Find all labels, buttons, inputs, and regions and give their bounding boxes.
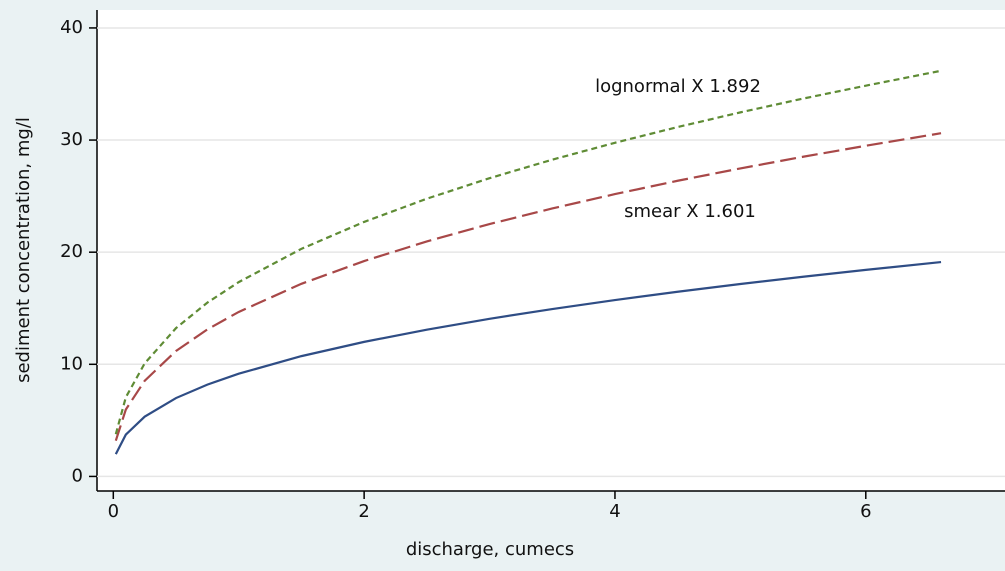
y-tick-label: 10 bbox=[60, 353, 83, 374]
annotation: smear X 1.601 bbox=[624, 201, 756, 222]
x-tick-label: 4 bbox=[609, 501, 620, 522]
y-tick-label: 20 bbox=[60, 241, 83, 262]
y-axis-label: sediment concentration, mg/l bbox=[13, 117, 34, 383]
x-axis-label: discharge, cumecs bbox=[406, 539, 574, 560]
series-line bbox=[114, 260, 942, 455]
y-tick-label: 0 bbox=[72, 465, 83, 486]
plot-area bbox=[97, 10, 1005, 491]
x-tick-label: 6 bbox=[860, 501, 871, 522]
annotation: lognormal X 1.892 bbox=[595, 76, 761, 97]
series-line bbox=[114, 132, 942, 441]
y-tick-label: 40 bbox=[60, 17, 83, 38]
series-line bbox=[114, 69, 942, 435]
x-tick-label: 0 bbox=[108, 501, 119, 522]
x-tick-label: 2 bbox=[358, 501, 369, 522]
y-tick-label: 30 bbox=[60, 129, 83, 150]
